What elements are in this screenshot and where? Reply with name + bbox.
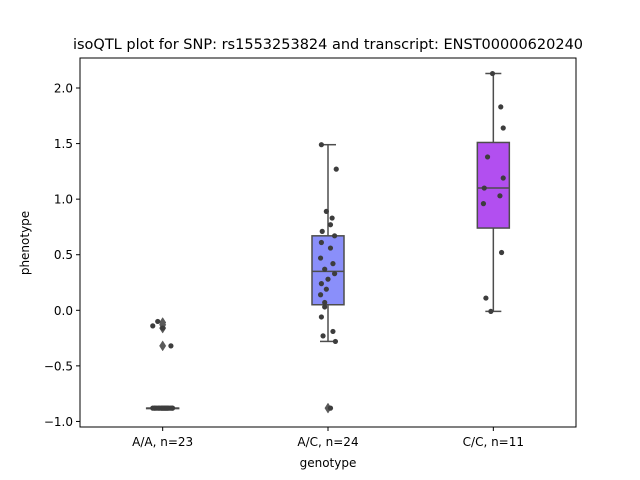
- strip-point: [498, 104, 504, 110]
- strip-point: [318, 281, 324, 287]
- strip-point: [164, 405, 170, 411]
- y-axis: −1.0 −0.5 0.0 0.5 1.0 1.5 2.0: [44, 82, 80, 429]
- strip-point: [481, 185, 487, 191]
- strip-point: [155, 318, 161, 325]
- strip-point: [330, 328, 336, 335]
- strip-point: [330, 261, 336, 267]
- strip-point: [318, 314, 324, 320]
- box-group: [311, 143, 345, 414]
- strip-point: [488, 308, 494, 315]
- strip-point: [484, 154, 491, 160]
- strip-point: [322, 266, 328, 272]
- box-group: [476, 72, 511, 313]
- y-tick-label: −1.0: [44, 415, 73, 429]
- strip-point: [500, 175, 506, 181]
- plot-area: [145, 70, 511, 414]
- y-tick-label: −0.5: [44, 359, 73, 373]
- strip-point: [498, 249, 505, 256]
- x-axis-label: genotype: [300, 456, 357, 470]
- strip-point: [329, 215, 335, 221]
- strip-point: [327, 405, 334, 411]
- box-body: [476, 141, 511, 229]
- strip-point: [150, 323, 156, 329]
- strip-point: [150, 405, 156, 411]
- x-tick-label: A/A, n=23: [132, 435, 193, 449]
- strip-point: [325, 276, 331, 282]
- x-axis: A/A, n=23 A/C, n=24 C/C, n=11: [132, 427, 524, 449]
- y-tick-label: 2.0: [54, 82, 73, 96]
- strip-point: [333, 166, 339, 172]
- strip-point: [332, 233, 338, 239]
- strip-point: [323, 286, 329, 292]
- strip-point: [332, 271, 338, 277]
- strip-point: [500, 125, 506, 131]
- x-tick-label: A/C, n=24: [297, 435, 358, 449]
- strip-point: [317, 292, 324, 298]
- y-tick-label: 1.0: [54, 193, 73, 207]
- strip-point: [319, 228, 325, 234]
- y-axis-label: phenotype: [18, 211, 32, 275]
- strip-point: [317, 255, 324, 261]
- strip-point: [160, 325, 166, 331]
- strip-point: [320, 333, 326, 339]
- strip-point: [318, 142, 324, 148]
- box-outlier: [159, 340, 167, 352]
- x-tick-label: C/C, n=11: [463, 435, 524, 449]
- y-tick-label: 0.0: [54, 304, 73, 318]
- box-group: [145, 317, 180, 410]
- y-tick-label: 1.5: [54, 137, 73, 151]
- y-tick-label: 0.5: [54, 248, 73, 262]
- chart-title: isoQTL plot for SNP: rs1553253824 and tr…: [73, 37, 583, 53]
- strip-point: [332, 338, 339, 345]
- strip-point: [318, 239, 324, 246]
- strip-point: [480, 200, 487, 207]
- strip-point: [489, 70, 496, 77]
- strip-point: [322, 304, 328, 310]
- strip-point: [168, 343, 174, 349]
- strip-point: [323, 208, 329, 214]
- strip-point: [322, 299, 328, 306]
- strip-point: [497, 193, 503, 199]
- strip-point: [483, 295, 489, 301]
- box-body: [311, 235, 345, 306]
- strip-point: [327, 245, 334, 251]
- strip-point: [169, 405, 175, 411]
- strip-point: [327, 222, 334, 228]
